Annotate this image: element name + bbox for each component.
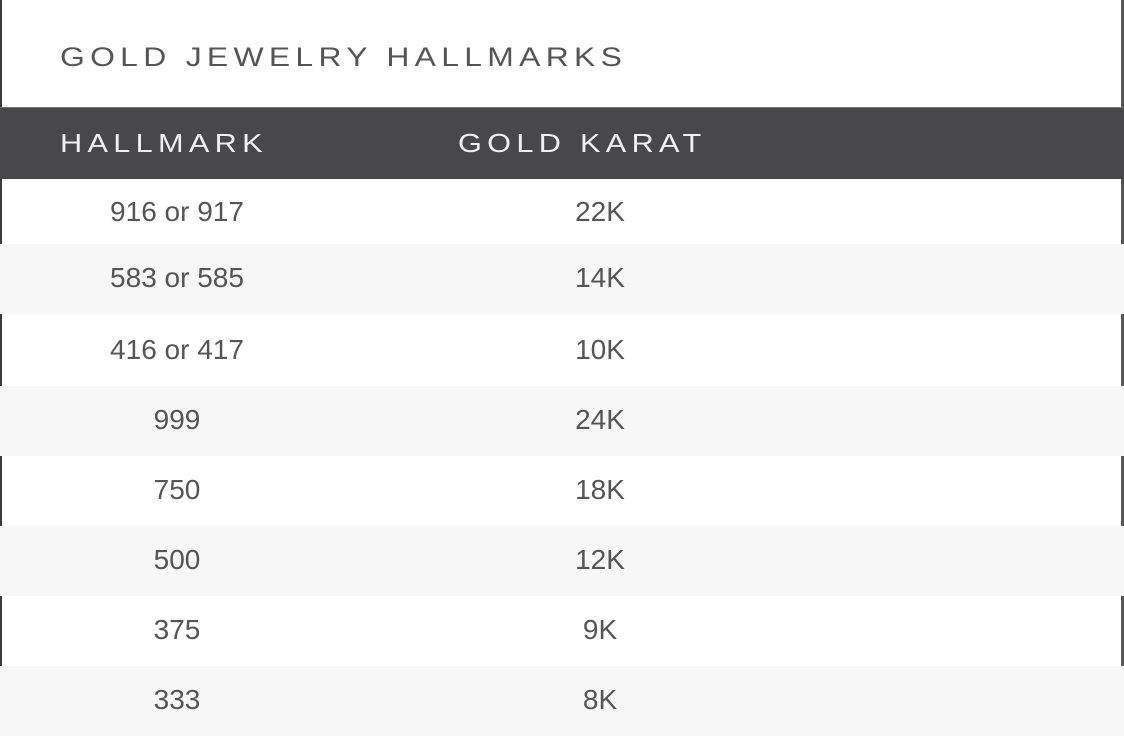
hallmark-cell: 375 <box>153 614 201 645</box>
table-row: 500 12K <box>0 526 1124 596</box>
hallmark-cell: 333 <box>153 684 201 715</box>
hallmark-cell: 999 <box>153 404 201 435</box>
table-row: 750 18K <box>0 456 1124 526</box>
table-row: 416 or 417 10K <box>0 316 1124 386</box>
table-row: 999 24K <box>0 386 1124 456</box>
gold-karat-cell: 14K <box>575 262 625 293</box>
table-header: HALLMARK GOLD KARAT <box>0 107 1124 179</box>
gold-karat-cell: 9K <box>582 614 618 645</box>
hallmark-cell: 916 or 917 <box>110 196 244 227</box>
hallmark-cell: 500 <box>153 544 201 575</box>
table-row: 583 or 585 14K <box>0 244 1124 314</box>
table-title: GOLD JEWELRY HALLMARKS <box>60 42 628 72</box>
gold-karat-cell: 18K <box>575 474 625 505</box>
gold-karat-cell: 10K <box>575 334 625 365</box>
table-row: 333 8K <box>0 666 1124 736</box>
gold-karat-cell: 12K <box>575 544 625 575</box>
gold-karat-cell: 22K <box>575 196 625 227</box>
hallmark-cell: 583 or 585 <box>110 262 244 293</box>
hallmark-cell: 416 or 417 <box>110 334 244 365</box>
column-header-gold-karat: GOLD KARAT <box>458 128 707 158</box>
gold-karat-cell: 24K <box>575 404 625 435</box>
hallmark-cell: 750 <box>153 474 201 505</box>
column-header-hallmark: HALLMARK <box>60 128 268 158</box>
gold-karat-cell: 8K <box>582 684 618 715</box>
table-row: 375 9K <box>0 596 1124 666</box>
table-row: 916 or 917 22K <box>0 178 1124 248</box>
